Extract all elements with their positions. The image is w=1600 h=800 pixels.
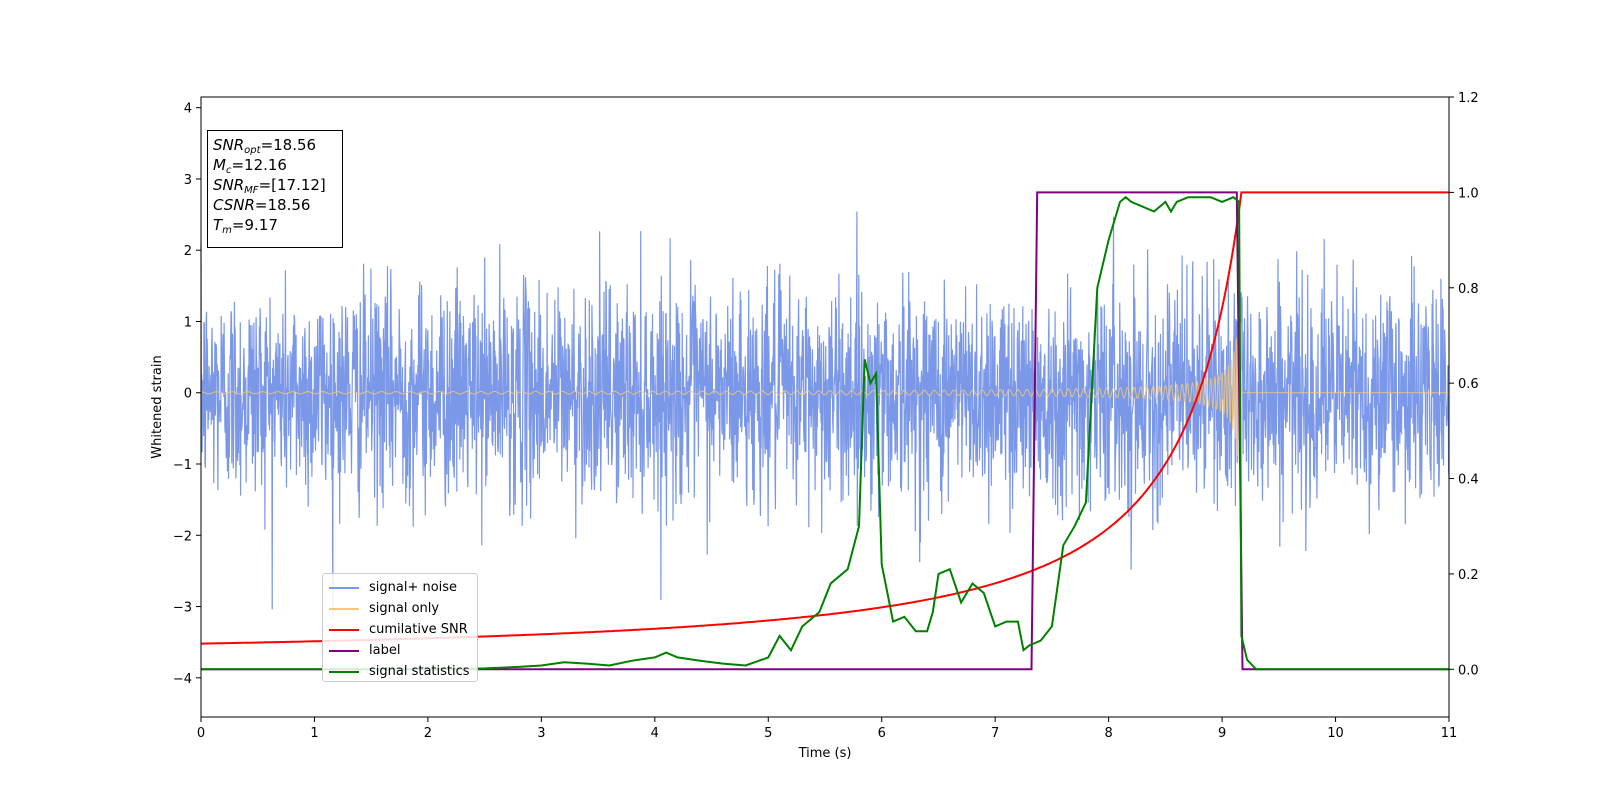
y2-tick-label: 1.0: [1458, 186, 1479, 201]
annotation-snr-opt: SNRopt=18.56: [213, 136, 317, 156]
legend: signal+ noise signal only cumilative SNR…: [322, 573, 478, 682]
series-signal-noise-line: [200, 211, 1450, 618]
y-tick-label: 1: [184, 315, 192, 330]
series-signal-only: [201, 321, 1449, 465]
annotation-tm: Tm=9.17: [213, 216, 278, 236]
y-tick-label: 4: [184, 102, 192, 117]
y2-tick-label: 0.2: [1458, 568, 1479, 583]
y-tick-label: −3: [173, 601, 192, 616]
x-tick-label: 7: [991, 726, 999, 741]
x-tick-label: 9: [1218, 726, 1226, 741]
y-tick-label: −2: [173, 529, 192, 544]
x-axis-label: Time (s): [798, 746, 852, 761]
legend-item-signal-statistics: signal statistics: [329, 661, 471, 682]
y2-tick-label: 1.2: [1458, 91, 1479, 106]
legend-item-signal-only: signal only: [329, 598, 471, 619]
y-tick-label: 3: [184, 173, 192, 188]
x-tick-label: 4: [651, 726, 659, 741]
x-axis: 0 1 2 3 4 5 6 7 8 9 10 11: [197, 717, 1457, 741]
series-signal-statistics-line: [201, 195, 1449, 671]
snr-annotation-box: SNRopt=18.56 Mc=12.16 SNRMF=[17.12] CSNR…: [207, 130, 343, 248]
x-tick-label: 1: [310, 726, 318, 741]
legend-item-cumulative-snr: cumilative SNR: [329, 619, 471, 640]
plot-frame: [200, 96, 1450, 718]
x-tick-label: 10: [1327, 726, 1344, 741]
annotation-mc: Mc=12.16: [213, 156, 287, 176]
y-tick-label: −4: [173, 672, 192, 687]
y-tick-label: 2: [184, 244, 192, 259]
x-tick-label: 6: [878, 726, 886, 741]
series-signal-noise: [200, 211, 1450, 618]
x-tick-label: 0: [197, 726, 205, 741]
y-axis-label: Whitened strain: [150, 355, 165, 458]
legend-item-signal-noise: signal+ noise: [329, 577, 471, 598]
y2-tick-label: 0.6: [1458, 377, 1479, 392]
series-signal-only-line: [201, 321, 1449, 465]
y2-tick-label: 0.8: [1458, 282, 1479, 297]
y-tick-label: 0: [184, 387, 192, 402]
x-tick-label: 2: [424, 726, 432, 741]
annotation-snr-mf: SNRMF=[17.12]: [213, 176, 326, 196]
y-axis-left: 4 3 2 1 0 −1 −2 −3 −4: [173, 102, 201, 687]
annotation-csnr: CSNR=18.56: [213, 196, 311, 214]
x-tick-label: 3: [537, 726, 545, 741]
x-tick-label: 11: [1441, 726, 1458, 741]
y2-tick-label: 0.4: [1458, 473, 1479, 488]
y2-tick-label: 0.0: [1458, 663, 1479, 678]
x-tick-label: 5: [764, 726, 772, 741]
legend-item-label: label: [329, 640, 471, 661]
y-tick-label: −1: [173, 458, 192, 473]
y-axis-right: 1.2 1.0 0.8 0.6 0.4 0.2 0.0: [1449, 91, 1479, 678]
x-tick-label: 8: [1104, 726, 1112, 741]
